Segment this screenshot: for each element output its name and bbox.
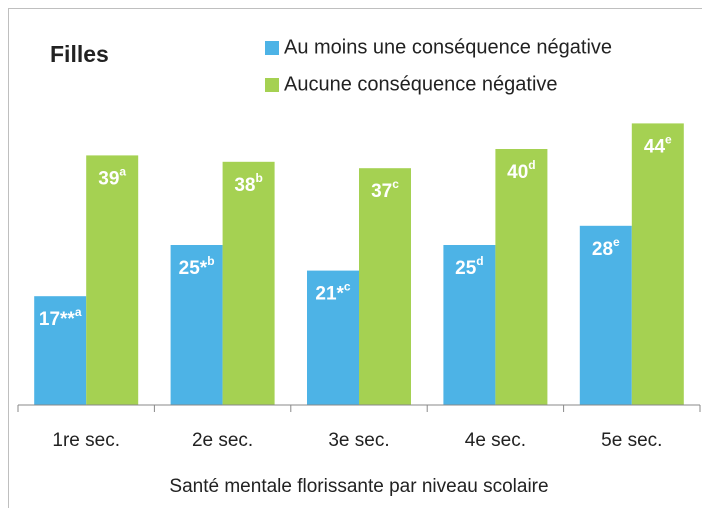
bar xyxy=(86,155,139,405)
data-label: 28e xyxy=(592,235,620,260)
data-label-value: 28 xyxy=(592,239,613,260)
x-axis-label: Santé mentale florissante par niveau sco… xyxy=(169,476,548,497)
data-label-value: 25 xyxy=(455,258,477,279)
data-label: 25*b xyxy=(179,254,215,279)
x-tick-label: 2e sec. xyxy=(192,430,253,451)
chart-title: Filles xyxy=(50,41,109,67)
data-label-value: 21* xyxy=(315,284,344,305)
data-label-value: 17** xyxy=(39,309,76,330)
data-label-value: 44 xyxy=(644,136,666,157)
x-tick-label: 1re sec. xyxy=(52,430,120,451)
data-label: 17**a xyxy=(39,305,82,330)
frame xyxy=(8,8,702,508)
bar xyxy=(359,168,411,405)
data-label: 25d xyxy=(455,254,483,279)
data-label: 40d xyxy=(507,158,535,183)
legend-swatch xyxy=(265,41,279,55)
data-label: 44e xyxy=(644,133,672,158)
data-label-value: 38 xyxy=(234,175,255,196)
bar xyxy=(170,245,223,405)
legend-swatch xyxy=(265,78,279,92)
x-tick-label: 5e sec. xyxy=(601,430,662,451)
data-label: 38b xyxy=(234,171,262,196)
bar xyxy=(307,270,359,405)
legend-label: Au moins une conséquence négative xyxy=(284,36,612,58)
data-label: 21*c xyxy=(315,280,351,305)
data-label: 39a xyxy=(98,165,126,190)
data-label-note: e xyxy=(613,235,620,249)
bar xyxy=(631,123,684,406)
data-label-note: d xyxy=(476,254,483,268)
data-label-note: e xyxy=(665,133,672,147)
bar xyxy=(495,149,548,405)
data-label-value: 25* xyxy=(179,258,208,279)
data-label-value: 40 xyxy=(507,162,528,183)
bar xyxy=(222,161,275,405)
data-label: 37c xyxy=(371,177,399,202)
legend-label: Aucune conséquence négative xyxy=(284,73,558,95)
x-tick-label: 3e sec. xyxy=(328,430,389,451)
bar xyxy=(579,225,632,405)
data-label-note: a xyxy=(119,165,126,179)
data-label-note: c xyxy=(344,280,351,294)
data-label-value: 37 xyxy=(371,181,392,202)
data-label-value: 39 xyxy=(98,168,119,189)
data-label-note: b xyxy=(255,171,262,185)
data-label-note: c xyxy=(392,177,399,191)
data-label-note: a xyxy=(75,305,82,319)
data-label-note: d xyxy=(528,158,535,172)
bar xyxy=(443,245,496,405)
data-label-note: b xyxy=(207,254,214,268)
x-tick-label: 4e sec. xyxy=(465,430,526,451)
bar xyxy=(34,296,87,405)
